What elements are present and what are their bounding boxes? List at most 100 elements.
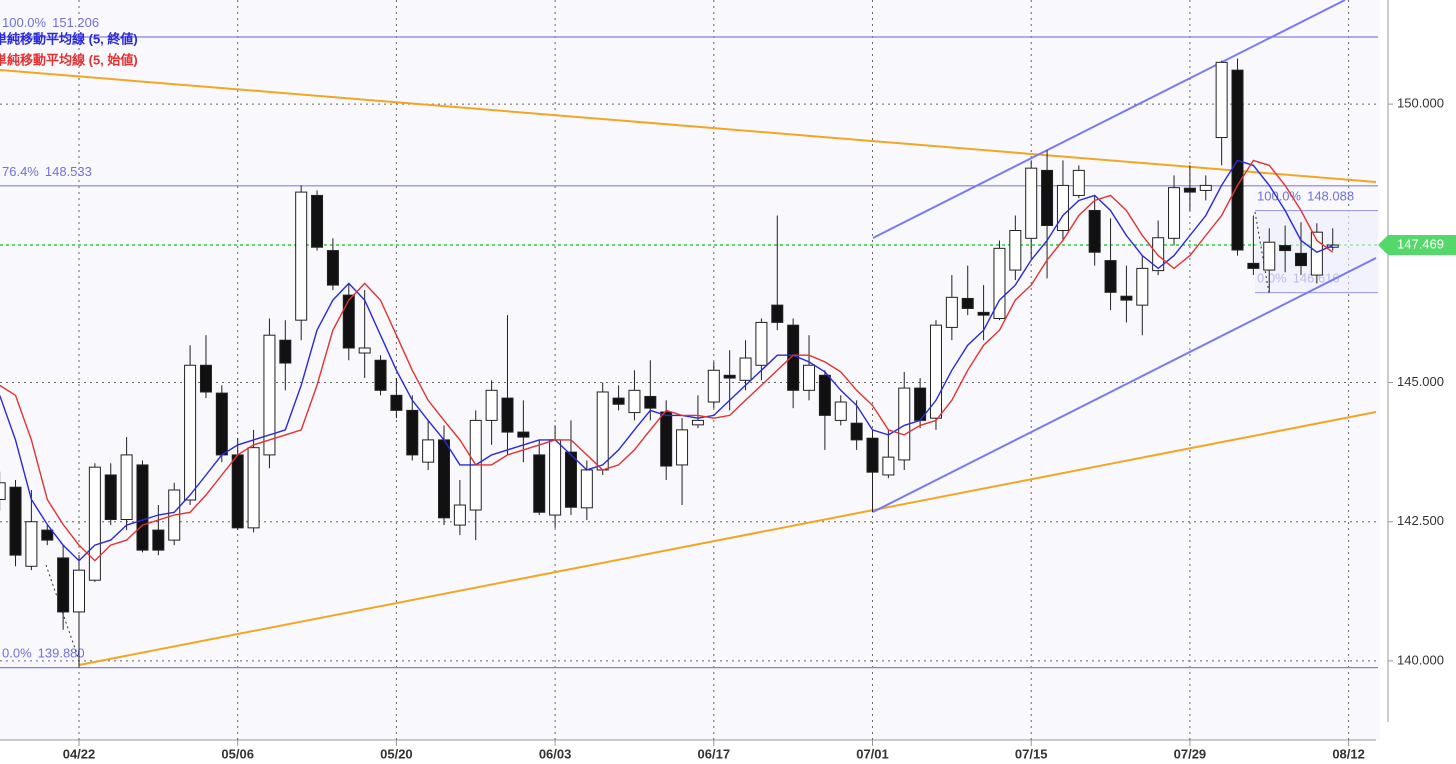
candle-body <box>41 529 54 541</box>
legend-entry: 単純移動平均線 (5, 始値) <box>0 52 138 67</box>
trend-line <box>78 411 1377 666</box>
candle-body <box>533 454 546 513</box>
x-tick-label: 08/12 <box>1332 746 1365 761</box>
candle-body <box>104 474 117 521</box>
candle-body <box>485 389 498 421</box>
candle-body <box>660 411 673 467</box>
candle-body <box>199 364 212 393</box>
candle-body <box>549 439 562 516</box>
trend-line <box>0 69 1377 183</box>
y-tick-label: 140.000 <box>1397 652 1444 667</box>
candle-body <box>723 374 736 379</box>
x-tick-label: 07/15 <box>1015 746 1048 761</box>
candle-body <box>866 437 879 473</box>
fib-price: 151.206 <box>52 15 99 30</box>
candle-body <box>945 296 958 328</box>
candle-body <box>88 466 101 581</box>
ma-line <box>0 159 1334 562</box>
candle-body <box>0 482 6 500</box>
candle-body <box>358 347 371 354</box>
fib-ratio: 100.0% <box>2 15 47 30</box>
candle-body <box>1183 187 1196 193</box>
candle-body <box>342 294 355 349</box>
candle-body <box>311 194 324 248</box>
last-price-label: 147.469 <box>1397 236 1444 251</box>
fib-label: 100.0% 151.206 <box>2 15 99 30</box>
fib-price: 148.088 <box>1307 189 1354 204</box>
candle-body <box>215 392 228 456</box>
candle-body <box>57 557 70 613</box>
moving-averages <box>0 159 1334 562</box>
candle-body <box>9 486 22 556</box>
candle-body <box>279 339 292 364</box>
candle-body <box>152 529 165 551</box>
candle-body <box>1168 187 1181 239</box>
candle-body <box>691 419 704 426</box>
candle-body <box>1104 260 1117 293</box>
fib-ratio: 76.4% <box>2 164 39 179</box>
candle-body <box>422 439 435 463</box>
channel-line <box>872 0 1346 239</box>
candle-body <box>1056 184 1069 232</box>
x-tick-label: 06/17 <box>698 746 731 761</box>
axes: 140.000 142.500 145.000 150.000 04/22 05/06 05… <box>63 96 1456 761</box>
y-tick-label: 142.500 <box>1397 513 1444 528</box>
candle-body <box>771 304 784 323</box>
candle-body <box>517 431 530 438</box>
candle-body <box>1072 169 1085 196</box>
candle-body <box>564 451 577 508</box>
candle-body <box>1025 167 1038 239</box>
candle-body <box>850 422 863 441</box>
x-tick-label: 07/01 <box>856 746 889 761</box>
candle-body <box>1009 230 1022 271</box>
candle-body <box>453 504 466 526</box>
candle-body <box>501 397 514 433</box>
plot-background <box>0 0 1380 740</box>
channel-line <box>872 257 1377 513</box>
candle-body <box>755 321 768 366</box>
y-tick-label: 150.000 <box>1397 96 1444 111</box>
candle-body <box>1294 252 1307 267</box>
x-tick-label: 05/06 <box>221 746 254 761</box>
candle-body <box>882 456 895 476</box>
candle-body <box>1263 241 1276 271</box>
candle-body <box>247 447 260 529</box>
candle-body <box>1152 237 1165 272</box>
candle-body <box>1279 245 1292 252</box>
grid <box>0 0 1378 740</box>
x-tick-label: 05/20 <box>380 746 413 761</box>
candle-body <box>326 250 339 286</box>
ma-line <box>0 159 1333 562</box>
candle-body <box>231 454 244 529</box>
candle-body <box>136 464 149 551</box>
candle-body <box>1247 262 1260 269</box>
candle-body <box>676 429 689 466</box>
y-tick-label: 145.000 <box>1397 374 1444 389</box>
fib-anchor <box>45 564 80 661</box>
candle-body <box>803 364 816 391</box>
candle-body <box>628 389 641 414</box>
candle-body <box>580 469 593 509</box>
candle-body <box>993 247 1006 319</box>
candle-body <box>25 521 38 567</box>
candle-body <box>787 324 800 391</box>
candle-body <box>644 395 657 409</box>
candle-body <box>120 454 133 521</box>
last-price-box <box>1378 235 1456 256</box>
fib-price: 148.533 <box>45 164 92 179</box>
x-tick-label: 04/22 <box>63 746 96 761</box>
x-tick-label: 06/03 <box>539 746 572 761</box>
candle-body <box>1088 209 1101 253</box>
candle-body <box>1215 61 1228 139</box>
candle-body <box>73 569 85 613</box>
candle-body <box>390 394 403 411</box>
candle-body <box>818 374 831 416</box>
candle-body <box>596 391 609 471</box>
candle-body <box>834 401 847 421</box>
candle-body <box>295 191 308 321</box>
fib-price: 139.880 <box>38 646 85 661</box>
candle-body <box>1199 184 1212 191</box>
fib-label: 76.4% 148.533 <box>2 164 92 179</box>
